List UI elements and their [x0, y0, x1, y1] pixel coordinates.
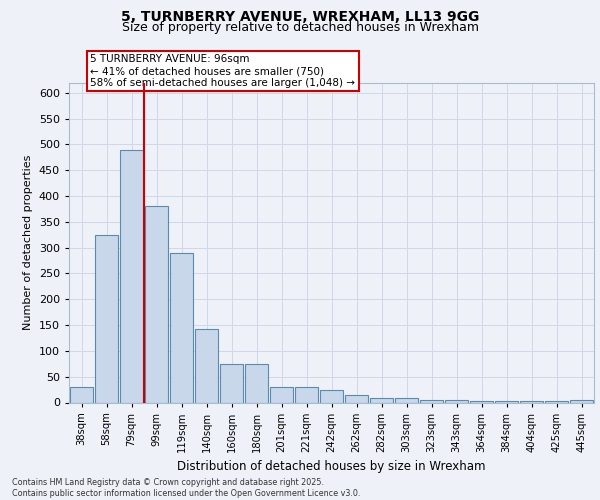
- Bar: [320, 390, 343, 402]
- Bar: [120, 150, 143, 402]
- Bar: [145, 206, 168, 402]
- Bar: [395, 398, 418, 402]
- Bar: [170, 253, 193, 402]
- Bar: [470, 401, 493, 402]
- Bar: [420, 400, 443, 402]
- Bar: [295, 387, 318, 402]
- Bar: [270, 387, 293, 402]
- Bar: [445, 400, 468, 402]
- Bar: [70, 387, 93, 402]
- Bar: [195, 328, 218, 402]
- X-axis label: Distribution of detached houses by size in Wrexham: Distribution of detached houses by size …: [177, 460, 486, 473]
- Text: Size of property relative to detached houses in Wrexham: Size of property relative to detached ho…: [121, 21, 479, 34]
- Bar: [370, 398, 393, 402]
- Bar: [245, 364, 268, 403]
- Bar: [95, 235, 118, 402]
- Text: 5 TURNBERRY AVENUE: 96sqm
← 41% of detached houses are smaller (750)
58% of semi: 5 TURNBERRY AVENUE: 96sqm ← 41% of detac…: [90, 54, 355, 88]
- Text: Contains HM Land Registry data © Crown copyright and database right 2025.
Contai: Contains HM Land Registry data © Crown c…: [12, 478, 361, 498]
- Bar: [345, 395, 368, 402]
- Bar: [220, 364, 243, 403]
- Y-axis label: Number of detached properties: Number of detached properties: [23, 155, 33, 330]
- Text: 5, TURNBERRY AVENUE, WREXHAM, LL13 9GG: 5, TURNBERRY AVENUE, WREXHAM, LL13 9GG: [121, 10, 479, 24]
- Bar: [570, 400, 593, 402]
